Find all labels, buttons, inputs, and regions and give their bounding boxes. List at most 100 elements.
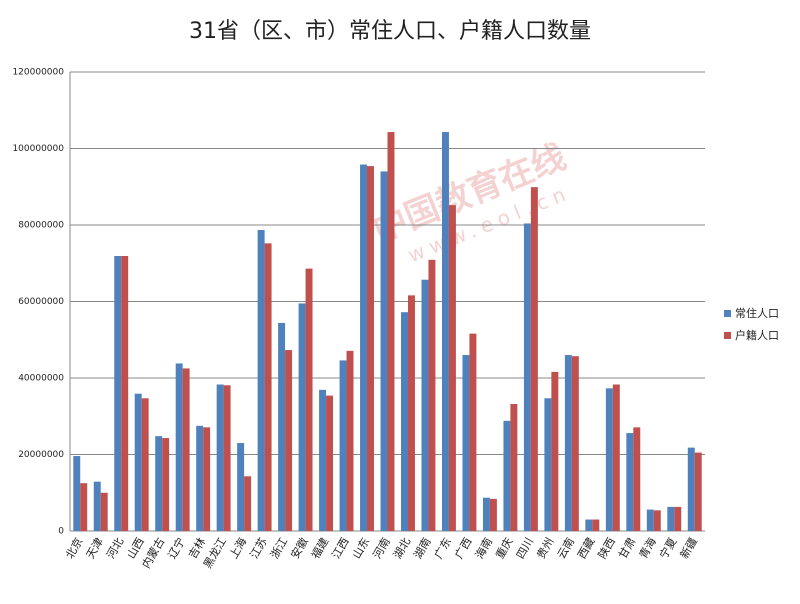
x-tick-label: 江苏 bbox=[248, 536, 270, 562]
bar bbox=[428, 259, 436, 531]
x-tick-label: 宁夏 bbox=[656, 535, 679, 561]
bar bbox=[80, 483, 88, 531]
x-tick-label: 安徽 bbox=[288, 535, 311, 561]
bar bbox=[100, 492, 108, 531]
bar bbox=[605, 388, 613, 531]
bar bbox=[407, 295, 415, 531]
bar bbox=[360, 164, 368, 531]
bar bbox=[592, 519, 600, 531]
bar bbox=[489, 498, 497, 531]
x-tick-label: 新疆 bbox=[677, 535, 700, 561]
bar bbox=[339, 360, 347, 531]
bar bbox=[462, 355, 470, 531]
bar bbox=[175, 363, 183, 531]
bar bbox=[503, 420, 511, 531]
bar bbox=[448, 205, 456, 532]
bar bbox=[653, 510, 661, 531]
bar bbox=[114, 255, 122, 532]
bar bbox=[523, 223, 531, 531]
bar bbox=[585, 519, 593, 531]
x-tick-label: 青海 bbox=[636, 535, 659, 561]
bar bbox=[285, 350, 293, 531]
bar bbox=[530, 187, 538, 531]
bar bbox=[694, 452, 702, 531]
bar bbox=[564, 355, 572, 531]
bar bbox=[482, 497, 490, 531]
bar bbox=[298, 303, 306, 531]
bar bbox=[612, 384, 620, 531]
bar bbox=[257, 229, 265, 531]
bar bbox=[571, 356, 579, 531]
x-tick-label: 江西 bbox=[329, 536, 351, 562]
y-tick-label: 40000000 bbox=[18, 374, 64, 384]
x-tick-label: 河北 bbox=[104, 536, 126, 562]
legend-swatch bbox=[724, 310, 731, 317]
bar bbox=[510, 404, 518, 531]
x-tick-label: 北京 bbox=[62, 535, 85, 561]
x-tick-label: 辽宁 bbox=[165, 535, 188, 561]
bar bbox=[182, 368, 190, 531]
x-tick-label: 湖南 bbox=[411, 536, 433, 562]
bar bbox=[141, 398, 149, 531]
x-tick-label: 甘肃 bbox=[616, 536, 638, 562]
bar bbox=[162, 438, 170, 531]
x-tick-label: 湖北 bbox=[391, 536, 413, 562]
bar bbox=[244, 476, 252, 531]
bar bbox=[626, 433, 634, 531]
x-tick-label: 海南 bbox=[472, 535, 495, 561]
x-tick-label: 四川 bbox=[514, 536, 536, 562]
y-tick-label: 100000000 bbox=[12, 144, 64, 154]
bar bbox=[319, 389, 327, 531]
x-tick-label: 云南 bbox=[555, 536, 577, 562]
bar bbox=[667, 506, 675, 531]
x-tick-label: 陕西 bbox=[595, 535, 618, 561]
x-tick-label: 天津 bbox=[84, 536, 106, 562]
bar bbox=[646, 509, 654, 531]
bar bbox=[387, 132, 395, 532]
y-tick-label: 120000000 bbox=[12, 68, 64, 78]
x-tick-label: 贵州 bbox=[534, 536, 556, 562]
bar bbox=[203, 427, 211, 531]
legend-label: 户籍人口 bbox=[735, 328, 779, 342]
x-tick-label: 山东 bbox=[350, 536, 372, 562]
bar bbox=[93, 481, 101, 531]
bar bbox=[134, 393, 142, 531]
bar bbox=[305, 268, 313, 531]
bar bbox=[687, 447, 695, 531]
bar bbox=[264, 243, 272, 532]
bar bbox=[469, 333, 477, 531]
bar bbox=[633, 427, 641, 531]
bar bbox=[401, 312, 408, 531]
bar bbox=[155, 436, 163, 531]
y-tick-label: 80000000 bbox=[18, 221, 64, 231]
y-tick-label: 20000000 bbox=[18, 450, 64, 460]
bar bbox=[421, 279, 429, 531]
bar bbox=[346, 350, 354, 531]
bar bbox=[380, 171, 388, 531]
bar bbox=[223, 385, 231, 531]
bar bbox=[326, 395, 334, 531]
chart-title: 31省（区、市）常住人口、户籍人口数量 bbox=[189, 19, 591, 44]
bar bbox=[121, 255, 129, 532]
bar bbox=[278, 322, 286, 531]
bar bbox=[441, 132, 449, 532]
bar bbox=[216, 384, 224, 531]
bar bbox=[367, 166, 374, 531]
bar bbox=[544, 398, 552, 531]
y-tick-label: 0 bbox=[58, 527, 64, 537]
legend-swatch bbox=[724, 332, 731, 339]
x-tick-label: 浙江 bbox=[268, 536, 290, 562]
y-tick-label: 60000000 bbox=[18, 297, 64, 307]
x-tick-label: 河南 bbox=[370, 536, 392, 562]
x-tick-label: 上海 bbox=[226, 535, 249, 561]
x-tick-label: 重庆 bbox=[492, 535, 515, 561]
x-tick-label: 广东 bbox=[432, 536, 454, 562]
bar bbox=[196, 425, 204, 531]
legend-label: 常住人口 bbox=[735, 306, 779, 320]
x-tick-label: 西藏 bbox=[575, 536, 597, 562]
bar bbox=[551, 371, 559, 531]
bar bbox=[674, 506, 682, 531]
x-tick-label: 福建 bbox=[308, 535, 331, 561]
bar bbox=[73, 456, 81, 531]
